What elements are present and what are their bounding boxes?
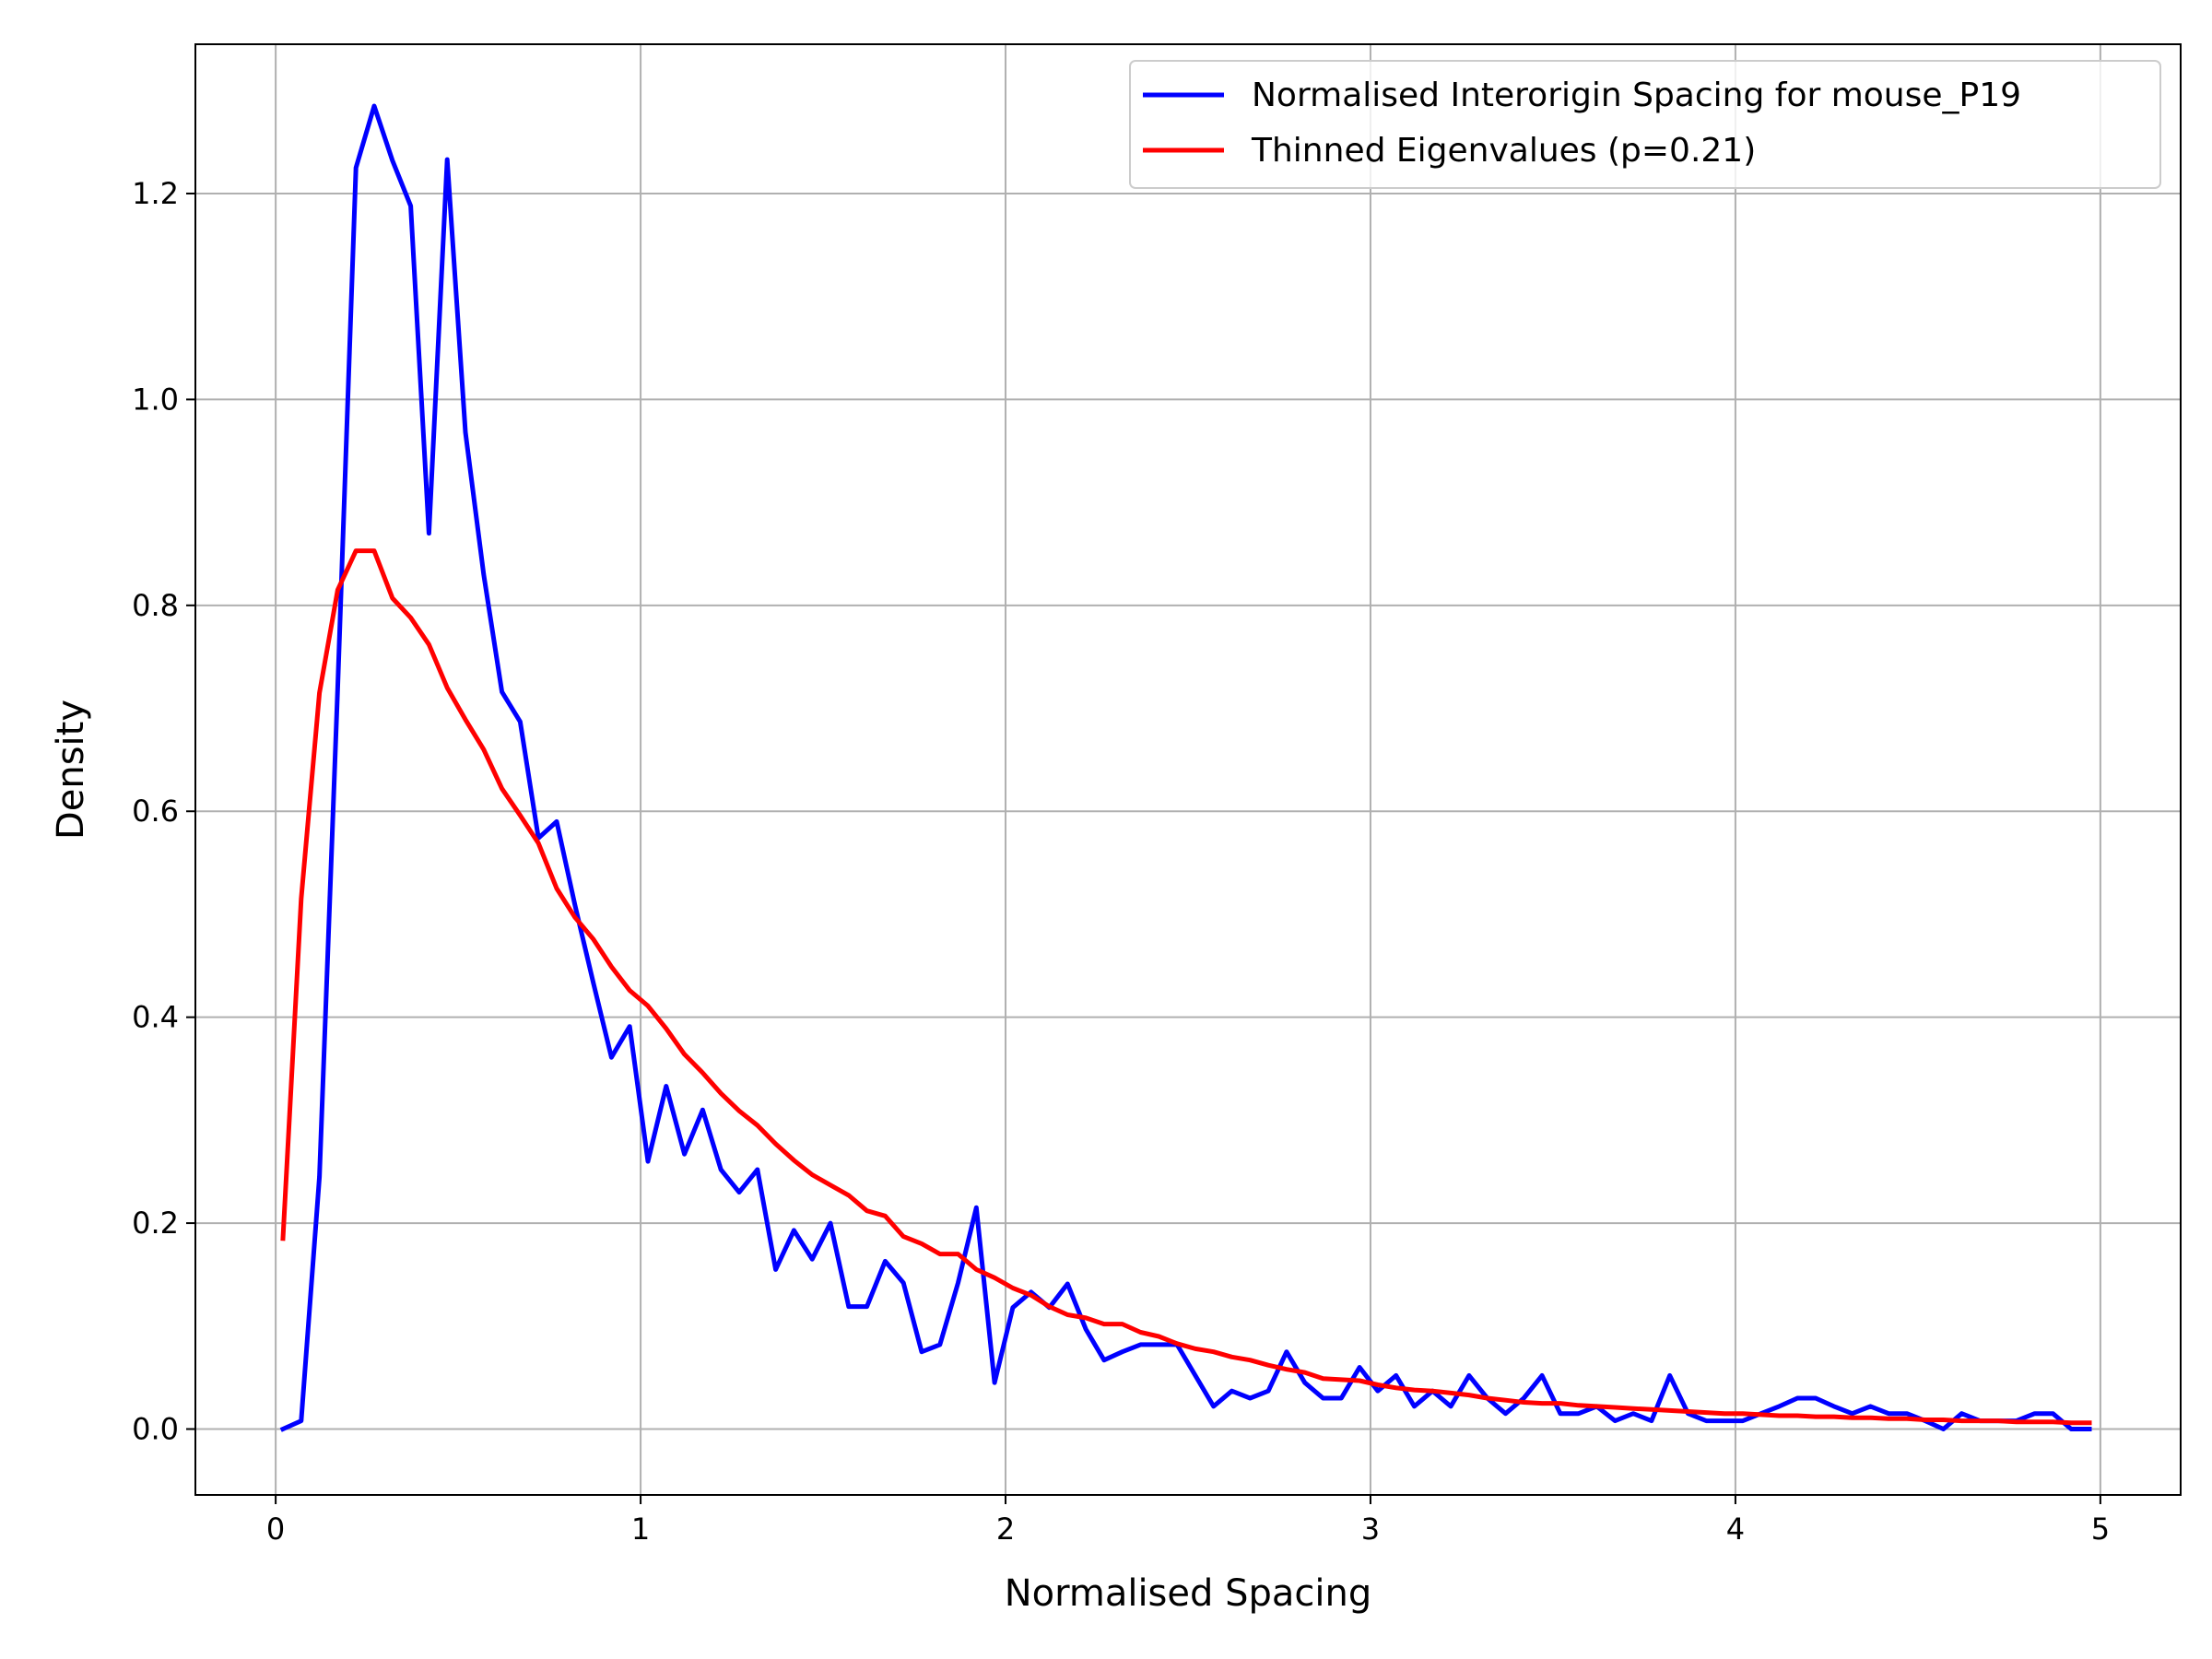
x-tick-label: 3	[1361, 1512, 1380, 1547]
y-tick-label: 0.4	[132, 1000, 179, 1035]
x-tick-label: 5	[2091, 1512, 2110, 1547]
y-tick-label: 0.6	[132, 794, 179, 829]
axis-ticks: 0 1 2 3 4 5 0.0 0.2 0.4 0.6 0.8 1.0 1.2	[132, 176, 2110, 1547]
legend-label-interorigin: Normalised Interorigin Spacing for mouse…	[1252, 76, 2021, 114]
legend-label-thinned: Thinned Eigenvalues (p=0.21)	[1251, 132, 1756, 170]
x-axis-label: Normalised Spacing	[1005, 1572, 1372, 1615]
grid	[195, 44, 2181, 1495]
x-tick-label: 1	[631, 1512, 650, 1547]
series-line-thinned	[280, 548, 2092, 1426]
x-tick-label: 0	[266, 1512, 285, 1547]
y-tick-label: 0.8	[132, 588, 179, 623]
y-tick-label: 0.2	[132, 1206, 179, 1241]
series-line-interorigin	[279, 103, 2092, 1432]
legend: Normalised Interorigin Spacing for mouse…	[1129, 60, 2161, 189]
x-tick-label: 4	[1726, 1512, 1745, 1547]
plot-frame	[194, 43, 2182, 1496]
y-axis-label: Density	[50, 700, 92, 840]
legend-box	[1129, 60, 2161, 189]
x-tick-label: 2	[996, 1512, 1015, 1547]
y-tick-label: 0.0	[132, 1412, 179, 1447]
y-tick-label: 1.0	[132, 382, 179, 417]
y-tick-label: 1.2	[132, 176, 179, 211]
series-lines	[279, 103, 2092, 1432]
